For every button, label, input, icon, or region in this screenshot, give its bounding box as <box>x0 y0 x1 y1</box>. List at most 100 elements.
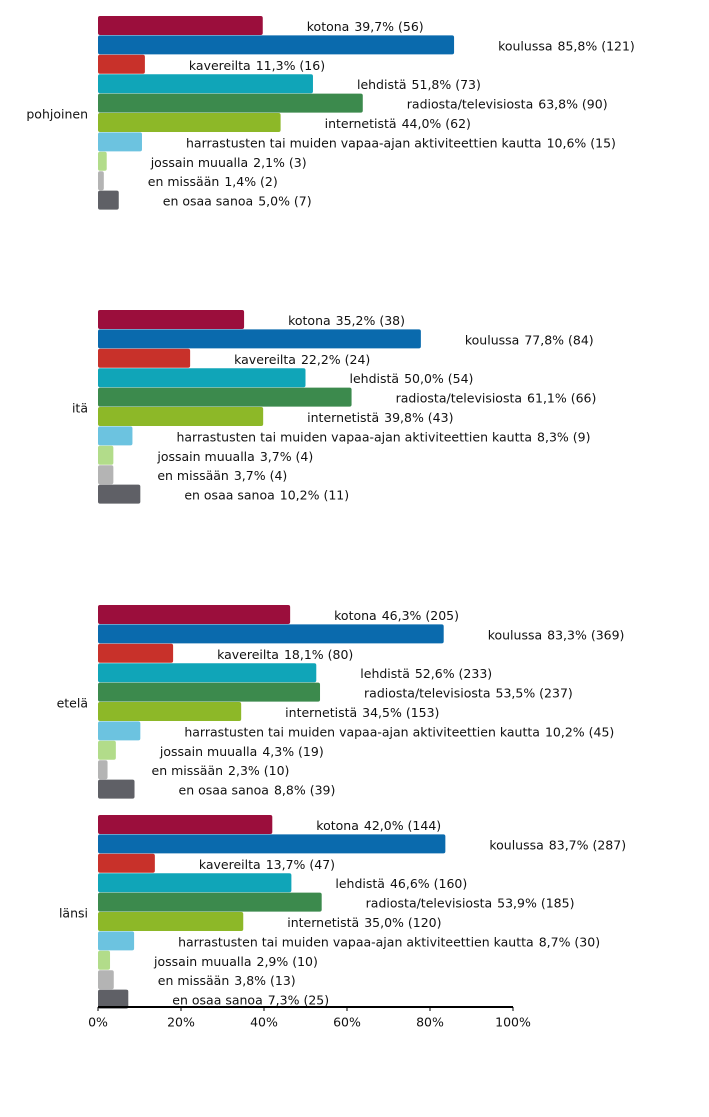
x-tick-label: 80% <box>416 1015 444 1030</box>
data-label: kotona 42,0% (144) <box>316 818 441 833</box>
value-label: 1,4% (2) <box>224 174 277 189</box>
value-label: 46,3% (205) <box>382 608 459 623</box>
data-label: lehdistä 46,6% (160) <box>335 876 467 891</box>
bar <box>98 171 104 191</box>
data-label: koulussa 83,7% (287) <box>489 837 626 852</box>
category-label: länsi <box>59 906 88 921</box>
value-label: 10,2% (11) <box>280 487 349 502</box>
data-label: internetistä 44,0% (62) <box>325 116 471 131</box>
bar <box>98 74 313 94</box>
series-name: harrastusten tai muiden vapaa-ajan aktiv… <box>184 724 540 739</box>
value-label: 53,5% (237) <box>496 685 573 700</box>
series-name: en osaa sanoa <box>172 992 262 1007</box>
bar <box>98 387 352 407</box>
data-label: en osaa sanoa 7,3% (25) <box>172 992 329 1007</box>
series-name: radiosta/televisiosta <box>364 685 490 700</box>
value-label: 85,8% (121) <box>558 38 635 53</box>
value-label: 39,8% (43) <box>384 410 453 425</box>
series-name: koulussa <box>488 627 542 642</box>
bar <box>98 702 242 721</box>
series-name: kotona <box>288 313 331 328</box>
bar <box>98 348 191 368</box>
x-tick-label: 20% <box>167 1015 195 1030</box>
bar <box>98 93 363 113</box>
series-name: kavereilta <box>189 57 251 72</box>
data-label: en missään 3,8% (13) <box>158 973 296 988</box>
bar <box>98 834 446 854</box>
data-label: harrastusten tai muiden vapaa-ajan aktiv… <box>176 429 590 444</box>
data-label: koulussa 83,3% (369) <box>488 627 625 642</box>
series-name: koulussa <box>465 332 519 347</box>
series-name: lehdistä <box>350 371 400 386</box>
series-name: en missään <box>157 468 229 483</box>
data-label: jossain muualla 4,3% (19) <box>159 743 324 758</box>
value-label: 61,1% (66) <box>527 390 596 405</box>
bar <box>98 465 114 485</box>
bar <box>98 445 114 465</box>
value-label: 63,8% (90) <box>538 96 607 111</box>
bar <box>98 873 292 893</box>
value-label: 2,9% (10) <box>257 953 318 968</box>
data-label: koulussa 85,8% (121) <box>498 38 635 53</box>
x-tick-label: 40% <box>250 1015 278 1030</box>
data-label: kavereilta 18,1% (80) <box>217 646 353 661</box>
bar <box>98 815 273 834</box>
value-label: 3,7% (4) <box>234 468 287 483</box>
bar <box>98 484 141 504</box>
data-label: internetistä 35,0% (120) <box>287 915 441 930</box>
value-label: 46,6% (160) <box>390 876 467 891</box>
value-label: 8,8% (39) <box>274 782 335 797</box>
value-label: 22,2% (24) <box>301 351 370 366</box>
value-label: 5,0% (7) <box>258 193 311 208</box>
value-label: 42,0% (144) <box>364 818 441 833</box>
data-label: radiosta/televisiosta 61,1% (66) <box>396 390 597 405</box>
value-label: 2,1% (3) <box>253 154 306 169</box>
series-name: kavereilta <box>217 646 279 661</box>
data-label: en missään 2,3% (10) <box>152 763 290 778</box>
data-label: radiosta/televisiosta 53,5% (237) <box>364 685 573 700</box>
data-label: kotona 39,7% (56) <box>307 19 424 34</box>
series-name: lehdistä <box>357 77 407 92</box>
bar <box>98 779 135 799</box>
data-label: kavereilta 11,3% (16) <box>189 57 325 72</box>
value-label: 3,8% (13) <box>234 973 295 988</box>
bar <box>98 35 455 55</box>
value-label: 50,0% (54) <box>404 371 473 386</box>
bar <box>98 853 155 873</box>
bar <box>98 368 306 388</box>
data-label: koulussa 77,8% (84) <box>465 332 594 347</box>
series-name: en missään <box>158 973 230 988</box>
category-label: itä <box>72 401 88 416</box>
series-name: en missään <box>152 763 224 778</box>
bar <box>98 624 444 644</box>
data-label: jossain muualla 3,7% (4) <box>156 448 313 463</box>
data-label: harrastusten tai muiden vapaa-ajan aktiv… <box>184 724 614 739</box>
value-label: 7,3% (25) <box>268 992 329 1007</box>
data-label: lehdistä 50,0% (54) <box>350 371 474 386</box>
value-label: 35,0% (120) <box>364 915 441 930</box>
bar <box>98 970 114 990</box>
bar <box>98 663 317 683</box>
data-label: en missään 1,4% (2) <box>148 174 278 189</box>
bar <box>98 643 174 663</box>
value-label: 10,2% (45) <box>545 724 614 739</box>
data-label: kotona 46,3% (205) <box>334 608 459 623</box>
series-name: internetistä <box>285 705 357 720</box>
bar <box>98 16 263 35</box>
bar <box>98 113 281 132</box>
value-label: 51,8% (73) <box>412 77 481 92</box>
bar <box>98 912 244 931</box>
bar <box>98 132 142 152</box>
value-label: 44,0% (62) <box>402 116 471 131</box>
data-label: en osaa sanoa 5,0% (7) <box>163 193 312 208</box>
bar <box>98 950 111 970</box>
series-name: en osaa sanoa <box>163 193 253 208</box>
data-label: harrastusten tai muiden vapaa-ajan aktiv… <box>186 135 616 150</box>
series-name: lehdistä <box>360 666 410 681</box>
series-name: kotona <box>316 818 359 833</box>
series-name: lehdistä <box>335 876 385 891</box>
bar <box>98 605 291 624</box>
series-name: radiosta/televisiosta <box>366 895 492 910</box>
bar <box>98 931 135 951</box>
value-label: 83,7% (287) <box>549 837 626 852</box>
